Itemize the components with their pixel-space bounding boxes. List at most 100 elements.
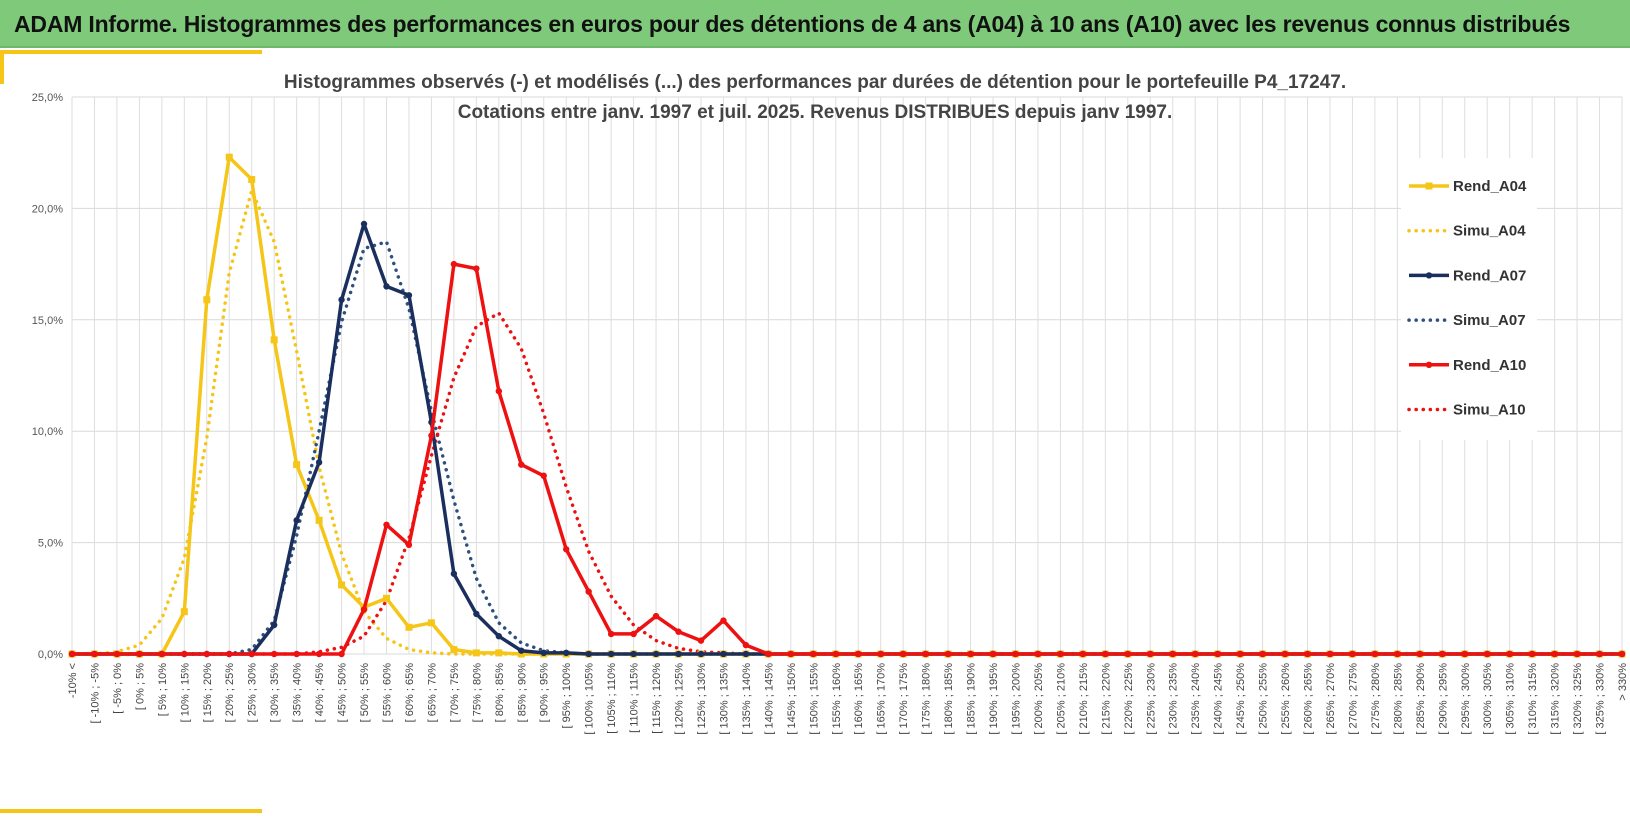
data-point bbox=[1034, 650, 1042, 658]
x-tick-label: [ 45% ; 50% bbox=[337, 663, 349, 723]
data-point bbox=[203, 296, 211, 304]
data-point bbox=[1394, 650, 1401, 658]
data-point bbox=[338, 650, 345, 658]
x-tick-label: [ 175% ; 180% bbox=[921, 663, 933, 735]
data-point bbox=[1191, 650, 1199, 658]
x-tick-label: [ 185% ; 190% bbox=[966, 663, 978, 735]
x-tick-label: [ 95% ; 100% bbox=[561, 663, 573, 729]
data-point bbox=[113, 650, 121, 658]
data-point bbox=[315, 650, 323, 658]
data-point bbox=[315, 459, 323, 466]
data-point bbox=[473, 610, 480, 618]
data-point bbox=[1259, 650, 1266, 658]
x-tick-label: [ 125% ; 130% bbox=[696, 663, 708, 735]
data-point bbox=[630, 650, 637, 658]
data-point bbox=[742, 650, 750, 658]
data-point bbox=[877, 650, 884, 658]
data-point bbox=[226, 650, 233, 658]
data-point bbox=[899, 650, 907, 658]
data-point bbox=[1461, 650, 1468, 658]
x-tick-label: [ 245% ; 250% bbox=[1235, 663, 1247, 735]
data-point bbox=[450, 570, 458, 577]
data-point bbox=[517, 650, 525, 658]
data-point bbox=[136, 650, 143, 658]
y-tick-label: 15,0% bbox=[32, 315, 63, 327]
x-tick-label: [ 320% ; 325% bbox=[1572, 663, 1584, 735]
x-tick-label: [ 205% ; 210% bbox=[1055, 663, 1067, 735]
x-tick-label: [ 25% ; 30% bbox=[247, 663, 259, 723]
data-point bbox=[405, 623, 413, 631]
data-point bbox=[1506, 650, 1513, 658]
x-tick-label: [ 60% ; 65% bbox=[404, 663, 416, 723]
data-point bbox=[91, 650, 98, 658]
x-tick-label: [ 120% ; 125% bbox=[674, 663, 686, 735]
x-tick-label: [ 15% ; 20% bbox=[202, 663, 214, 723]
data-point bbox=[742, 641, 750, 649]
legend-marker bbox=[1425, 182, 1433, 190]
x-tick-label: [ 85% ; 90% bbox=[516, 663, 528, 723]
series-line-rend_a07 bbox=[72, 222, 1622, 656]
data-point bbox=[181, 650, 188, 658]
y-tick-label: 25,0% bbox=[32, 92, 63, 104]
x-tick-label: [ 200% ; 205% bbox=[1033, 663, 1045, 735]
data-point bbox=[1079, 650, 1087, 658]
x-tick-label: [ 140% ; 145% bbox=[763, 663, 775, 735]
data-point bbox=[270, 650, 278, 658]
x-tick-label: [ 5% ; 10% bbox=[157, 663, 169, 716]
data-point bbox=[787, 650, 795, 658]
data-point bbox=[1551, 650, 1558, 658]
x-tick-label: [ 180% ; 185% bbox=[943, 663, 955, 735]
data-point bbox=[293, 517, 300, 524]
data-point bbox=[248, 650, 255, 658]
legend-marker bbox=[1425, 361, 1433, 368]
legend-label: Rend_A04 bbox=[1453, 178, 1527, 195]
x-tick-label: [ 160% ; 165% bbox=[853, 663, 865, 735]
data-point bbox=[1349, 650, 1356, 658]
data-point bbox=[630, 630, 637, 638]
x-tick-label: [ 170% ; 175% bbox=[898, 663, 910, 735]
x-tick-label: [ 195% ; 200% bbox=[1010, 663, 1022, 735]
legend-label: Simu_A04 bbox=[1453, 223, 1526, 240]
data-point bbox=[1484, 650, 1491, 658]
y-tick-label: 10,0% bbox=[32, 426, 63, 438]
x-tick-label: [ 40% ; 45% bbox=[314, 663, 326, 723]
x-tick-label: [ 0% ; 5% bbox=[134, 663, 146, 710]
data-point bbox=[518, 461, 525, 468]
x-tick-label: [ 30% ; 35% bbox=[269, 663, 281, 723]
legend-label: Rend_A07 bbox=[1453, 267, 1526, 284]
x-tick-label: [ 130% ; 135% bbox=[718, 663, 730, 735]
data-point bbox=[1124, 650, 1131, 658]
data-point bbox=[1147, 650, 1154, 658]
data-point bbox=[563, 546, 570, 553]
data-point bbox=[607, 650, 615, 658]
series-line-simu_a07 bbox=[70, 240, 1624, 656]
y-tick-label: 5,0% bbox=[38, 538, 63, 550]
x-tick-label: [ 220% ; 225% bbox=[1123, 663, 1135, 735]
x-tick-label: [ 225% ; 230% bbox=[1145, 663, 1157, 735]
x-tick-label: [ 10% ; 15% bbox=[179, 663, 191, 723]
data-point bbox=[495, 387, 503, 395]
series-line-rend_a10 bbox=[72, 262, 1622, 656]
x-tick-label: [ 35% ; 40% bbox=[292, 663, 304, 723]
x-tick-label: [ 260% ; 265% bbox=[1303, 663, 1315, 735]
data-point bbox=[270, 336, 278, 344]
data-point bbox=[720, 650, 727, 658]
data-point bbox=[405, 541, 413, 549]
data-point bbox=[225, 153, 233, 161]
x-tick-label: [ 115% ; 120% bbox=[651, 663, 663, 734]
data-point bbox=[585, 588, 592, 595]
legend-label: Rend_A10 bbox=[1453, 357, 1526, 374]
data-point bbox=[855, 650, 862, 658]
x-tick-label: [ 135% ; 140% bbox=[741, 663, 753, 735]
data-point bbox=[382, 594, 390, 602]
accent-bar-left bbox=[0, 50, 4, 84]
x-tick-label: [ 295% ; 300% bbox=[1460, 663, 1472, 735]
data-point bbox=[540, 472, 547, 479]
x-tick-label: [ 90% ; 95% bbox=[539, 663, 551, 723]
data-point bbox=[563, 649, 570, 657]
data-point bbox=[360, 606, 368, 613]
x-tick-label: [ 255% ; 260% bbox=[1280, 663, 1292, 735]
data-point bbox=[472, 649, 480, 657]
accent-bar-bottom bbox=[0, 809, 262, 813]
data-point bbox=[1528, 650, 1536, 658]
